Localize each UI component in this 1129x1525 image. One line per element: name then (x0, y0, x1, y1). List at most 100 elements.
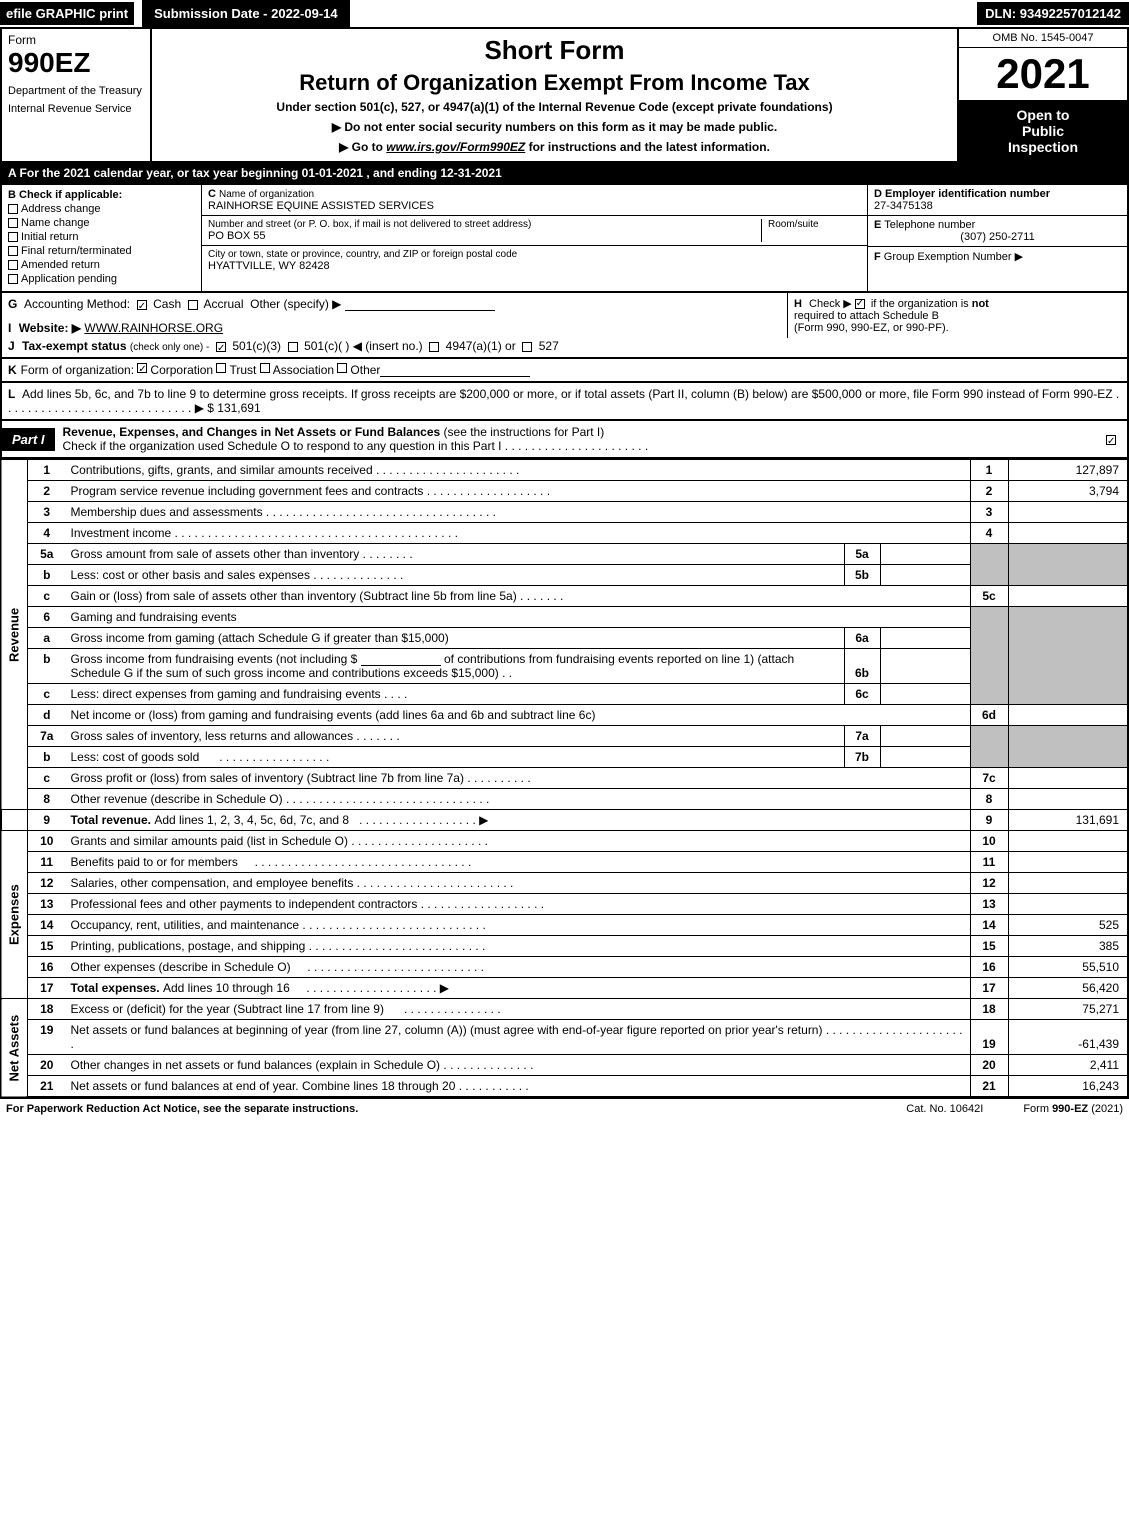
netassets-side-label: Net Assets (1, 999, 28, 1098)
line-8-desc-text: Other revenue (describe in Schedule O) (71, 792, 283, 806)
line-7c-desc: Gross profit or (loss) from sales of inv… (66, 768, 971, 789)
k-trust: Trust (229, 363, 256, 377)
part-i-table: Revenue 1 Contributions, gifts, grants, … (0, 459, 1129, 1098)
line-7c-rval (1008, 768, 1128, 789)
line-4-desc-text: Investment income (71, 526, 172, 540)
l-amount: $ 131,691 (207, 401, 260, 415)
h-text2: if the organization is (871, 298, 972, 310)
top-bar: efile GRAPHIC print Submission Date - 20… (0, 0, 1129, 29)
line-6b-field[interactable] (361, 652, 441, 666)
checkbox-assoc-icon[interactable] (260, 363, 270, 373)
line-7b-num: b (28, 747, 66, 768)
line-5a-desc-text: Gross amount from sale of assets other t… (71, 547, 360, 561)
section-a-tax-year: A For the 2021 calendar year, or tax yea… (0, 163, 1129, 185)
line-6a-num: a (28, 628, 66, 649)
line-6d-rval (1008, 705, 1128, 726)
line-6c-desc: Less: direct expenses from gaming and fu… (66, 684, 845, 705)
form-number: 990EZ (8, 47, 144, 79)
line-10-rnum: 10 (970, 831, 1008, 852)
check-pending-label: Application pending (21, 273, 117, 285)
efile-graphic-print[interactable]: efile GRAPHIC print (0, 2, 134, 25)
check-initial-return[interactable]: Initial return (8, 231, 195, 243)
checkbox-527-icon[interactable] (522, 342, 532, 352)
line-11-rnum: 11 (970, 852, 1008, 873)
check-application-pending[interactable]: Application pending (8, 273, 195, 285)
footer-left: For Paperwork Reduction Act Notice, see … (6, 1103, 866, 1115)
line-21-num: 21 (28, 1076, 66, 1098)
line-6d-rnum: 6d (970, 705, 1008, 726)
h-text1: Check ▶ (809, 298, 852, 310)
g-label: G (8, 297, 17, 311)
checkbox-icon (8, 274, 18, 284)
section-b-heading: B Check if applicable: (8, 189, 195, 201)
line-6b-desc1: Gross income from fundraising events (no… (71, 652, 358, 666)
efile-print-word: print (96, 6, 129, 21)
line-2-desc-text: Program service revenue including govern… (71, 484, 424, 498)
g-other-field[interactable] (345, 297, 495, 311)
checkbox-cash-icon[interactable] (137, 300, 147, 310)
open-to-public-inspection: Open to Public Inspection (959, 101, 1127, 161)
checkbox-4947-icon[interactable] (429, 342, 439, 352)
header-subtitle: Under section 501(c), 527, or 4947(a)(1)… (162, 100, 947, 114)
line-12-desc: Salaries, other compensation, and employ… (66, 873, 971, 894)
ein-cell: D Employer identification number 27-3475… (868, 185, 1127, 216)
f-label: F (874, 251, 881, 263)
check-address-change[interactable]: Address change (8, 203, 195, 215)
line-5c-num: c (28, 586, 66, 607)
line-16-num: 16 (28, 957, 66, 978)
line-1-desc: Contributions, gifts, grants, and simila… (66, 460, 971, 481)
line-6-desc: Gaming and fundraising events (66, 607, 971, 628)
k-other-field[interactable] (380, 363, 530, 377)
line-9-rval: 131,691 (1008, 810, 1128, 831)
line-6c-ival (880, 684, 970, 705)
checkbox-corp-icon[interactable] (137, 363, 147, 373)
part-i-check-dots: . . . . . . . . . . . . . . . . . . . . … (501, 439, 648, 453)
schedule-o-checkbox[interactable] (1106, 432, 1127, 446)
check-amended-return[interactable]: Amended return (8, 259, 195, 271)
efile-prefix: efile (6, 6, 36, 21)
j-501c: 501(c)( ) ◀ (insert no.) (304, 339, 423, 353)
h-label: H (794, 298, 802, 310)
line-2-desc: Program service revenue including govern… (66, 481, 971, 502)
check-name-change[interactable]: Name change (8, 217, 195, 229)
line-15-desc-text: Printing, publications, postage, and shi… (71, 939, 306, 953)
line-3-desc-text: Membership dues and assessments (71, 505, 263, 519)
line-4-num: 4 (28, 523, 66, 544)
line-3-rnum: 3 (970, 502, 1008, 523)
g-accrual: Accrual (203, 297, 243, 311)
phone-label: Telephone number (884, 219, 975, 231)
checkbox-trust-icon[interactable] (216, 363, 226, 373)
i-text: Website: ▶ (19, 321, 81, 335)
line-7b-desc: Less: cost of goods sold . . . . . . . .… (66, 747, 845, 768)
checkbox-501c-icon[interactable] (288, 342, 298, 352)
line-16-rnum: 16 (970, 957, 1008, 978)
line-6b-num: b (28, 649, 66, 684)
group-label: Group Exemption Number (884, 251, 1012, 263)
checkbox-h-icon[interactable] (855, 299, 865, 309)
website-link[interactable]: WWW.RAINHORSE.ORG (84, 321, 223, 335)
check-amended-label: Amended return (21, 259, 100, 271)
line-12-rnum: 12 (970, 873, 1008, 894)
goto-text: ▶ Go to (339, 140, 386, 154)
line-10-desc: Grants and similar amounts paid (list in… (66, 831, 971, 852)
footer-form-ref: 990-EZ (1052, 1103, 1088, 1115)
line-9-desc: Total revenue. Add lines 1, 2, 3, 4, 5c,… (66, 810, 971, 831)
checkbox-icon (8, 232, 18, 242)
line-6a-desc: Gross income from gaming (attach Schedul… (66, 628, 845, 649)
checkbox-other-icon[interactable] (337, 363, 347, 373)
check-address-label: Address change (21, 203, 101, 215)
g-cash: Cash (153, 297, 181, 311)
checkbox-501c3-icon[interactable] (216, 342, 226, 352)
irs-link[interactable]: www.irs.gov/Form990EZ (386, 140, 525, 154)
checkbox-icon (8, 218, 18, 228)
org-name: RAINHORSE EQUINE ASSISTED SERVICES (208, 200, 861, 212)
checkbox-accrual-icon[interactable] (188, 300, 198, 310)
phone-value: (307) 250-2711 (874, 231, 1121, 243)
check-final-return[interactable]: Final return/terminated (8, 245, 195, 257)
inspection-line3: Inspection (963, 139, 1123, 155)
header-block: Form 990EZ Department of the Treasury In… (0, 29, 1129, 163)
checkbox-icon (8, 246, 18, 256)
ein-label: Employer identification number (885, 188, 1050, 200)
line-7c-num: c (28, 768, 66, 789)
room-label: Room/suite (768, 219, 861, 230)
